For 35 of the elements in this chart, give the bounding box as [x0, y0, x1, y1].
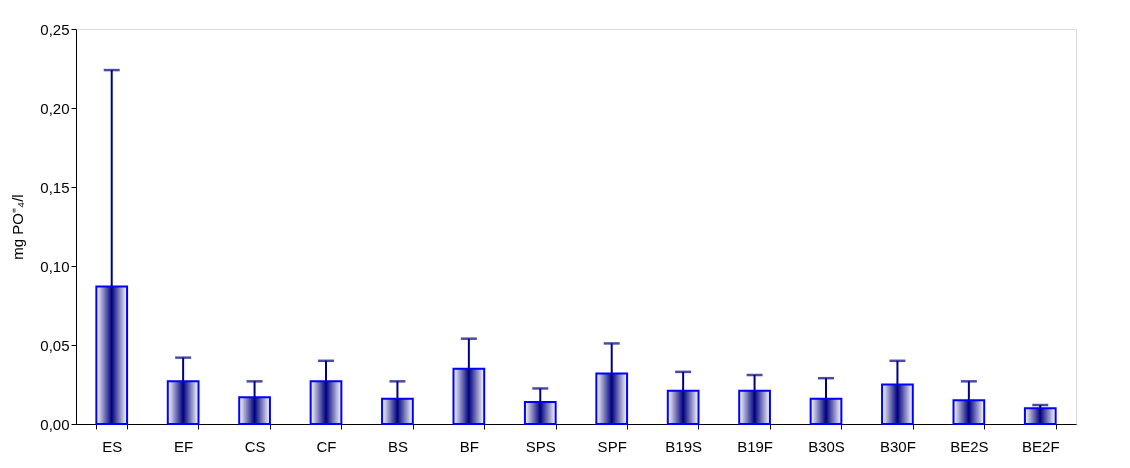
- x-tick-label: SPF: [597, 437, 627, 455]
- bar: [952, 399, 986, 425]
- y-tick-label: 0,20: [40, 99, 70, 117]
- x-tick-label: B19S: [665, 437, 702, 455]
- bar: [1023, 407, 1057, 425]
- bar: [381, 397, 414, 425]
- bar: [738, 389, 771, 425]
- bar: [595, 372, 629, 425]
- x-tick-label: ES: [102, 437, 123, 455]
- bar: [881, 383, 914, 425]
- x-tick-label: B30F: [880, 437, 916, 455]
- x-tick-label: BE2S: [950, 437, 989, 455]
- x-tick-label: BF: [459, 437, 479, 455]
- y-tick-label: 0,15: [40, 178, 70, 196]
- y-tick-label: 0,25: [40, 20, 70, 38]
- bar: [166, 380, 200, 425]
- bar: [666, 389, 700, 425]
- x-tick-label: BS: [387, 437, 408, 455]
- x-tick-label: B30S: [808, 437, 845, 455]
- y-tick-label: 0,05: [40, 336, 70, 354]
- bar: [238, 396, 271, 425]
- x-tick-label: SPS: [525, 437, 556, 455]
- x-tick-label: B19F: [737, 437, 773, 455]
- x-tick-label: EF: [174, 437, 194, 455]
- y-tick-label: 0,10: [40, 257, 70, 275]
- bar: [309, 380, 343, 425]
- bar: [809, 397, 843, 425]
- bar: [95, 285, 129, 425]
- x-tick-label: CF: [316, 437, 337, 455]
- bar: [523, 400, 557, 425]
- y-axis-title: mg PO⁼₄/l: [9, 194, 27, 260]
- bar: [452, 367, 486, 425]
- y-tick-label: 0,00: [40, 415, 70, 433]
- x-tick-label: BE2F: [1022, 437, 1060, 455]
- x-tick-label: CS: [244, 437, 266, 455]
